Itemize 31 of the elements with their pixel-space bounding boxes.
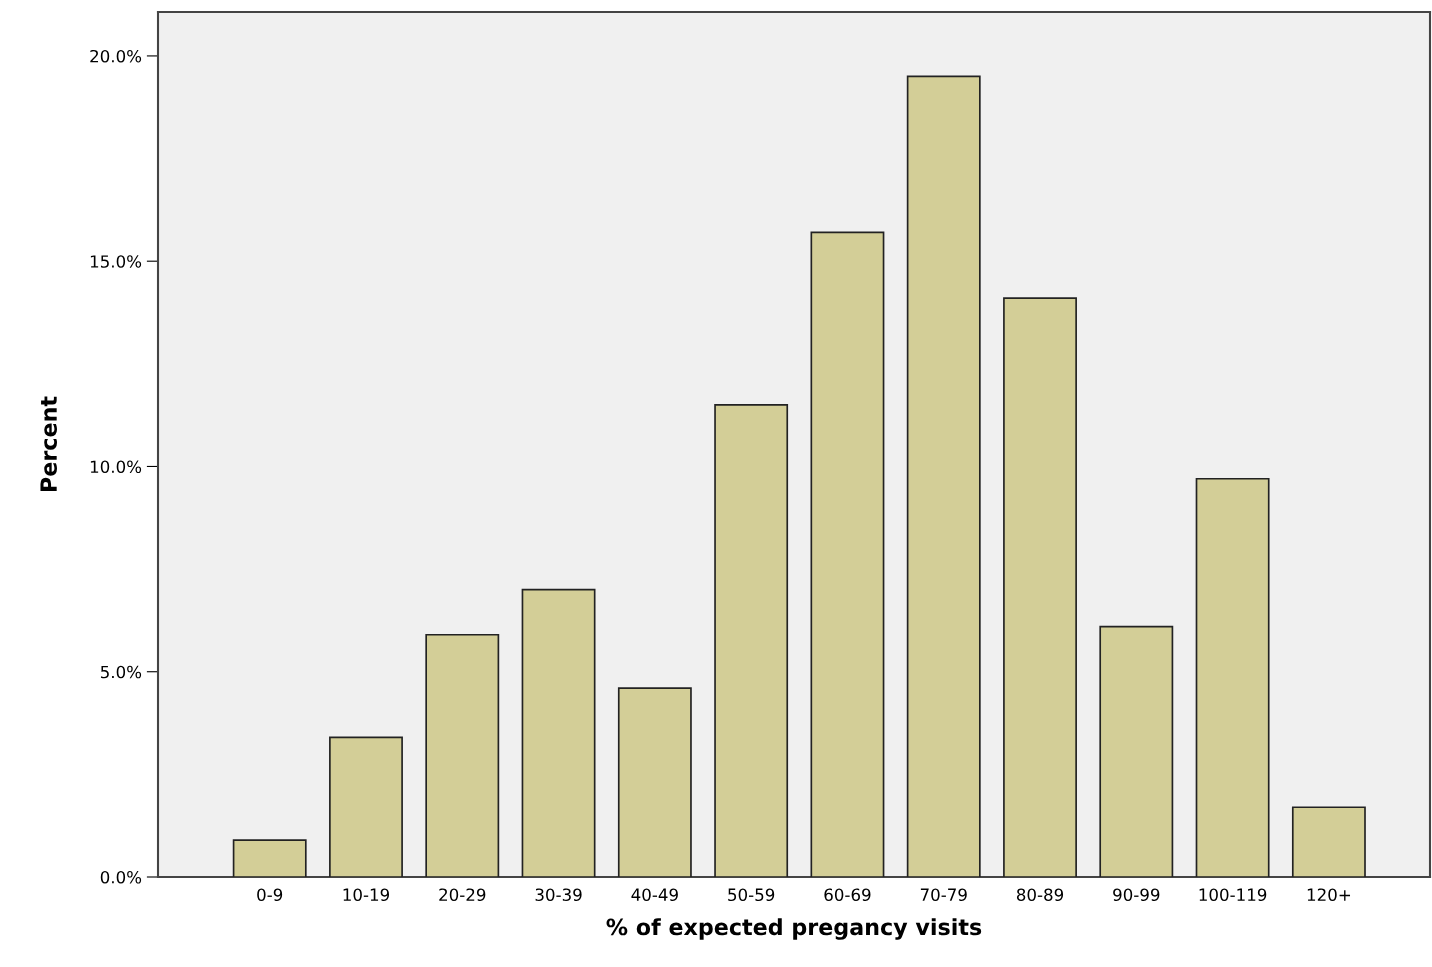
bar: [714, 404, 789, 877]
x-tick-label: 40-49: [631, 888, 678, 902]
x-tick-label: 50-59: [728, 888, 775, 902]
bar: [1195, 477, 1270, 877]
x-tick-label: 20-29: [439, 888, 486, 902]
x-axis-title: % of expected pregancy visits: [606, 918, 982, 940]
y-tick-label: 15.0%: [90, 255, 142, 268]
y-tick-label: 0.0%: [100, 870, 142, 884]
x-tick-label: 120+: [1307, 888, 1351, 902]
bar: [1099, 625, 1174, 877]
bar: [521, 588, 596, 877]
bar: [1291, 806, 1366, 877]
x-tick-label: 10-19: [343, 888, 390, 902]
y-tick-label: 5.0%: [100, 665, 142, 679]
x-tick-label: 70-79: [920, 888, 967, 902]
y-axis-title: Percent: [40, 396, 57, 491]
x-tick-label: 60-69: [824, 888, 871, 902]
x-tick-label: 80-89: [1016, 888, 1064, 902]
bar: [906, 75, 981, 877]
bar: [425, 633, 500, 877]
y-tick-label: 10.0%: [90, 460, 142, 474]
bar: [1003, 297, 1077, 877]
x-tick-label: 90-99: [1113, 888, 1160, 902]
bar: [232, 839, 307, 877]
bar: [810, 231, 885, 877]
x-tick-label: 0-9: [257, 888, 283, 902]
x-tick-label: 30-39: [535, 888, 582, 902]
x-tick-label: 100-119: [1199, 888, 1267, 902]
bar: [617, 687, 692, 877]
y-tick-label: 20.0%: [90, 49, 142, 63]
bar: [329, 736, 403, 877]
